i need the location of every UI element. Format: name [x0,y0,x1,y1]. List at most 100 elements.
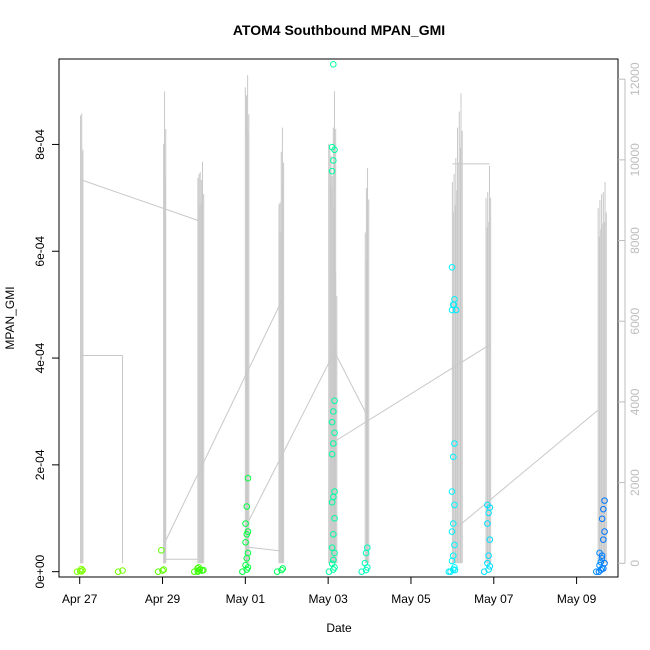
data-point [330,408,337,415]
data-point [358,568,366,575]
data-point [330,556,337,564]
data-point [330,440,337,447]
data-point [331,397,338,405]
data-point [273,568,281,575]
x-tick-label: May 09 [557,592,597,606]
data-point [242,538,249,546]
data-point [331,429,338,437]
data-point [328,418,336,426]
data-point [451,564,458,571]
secondary-connector [164,300,283,544]
y-axis-label: MPAN_GMI [3,286,17,349]
data-point [601,497,608,504]
data-point [244,528,252,535]
x-tick-label: May 07 [474,592,514,606]
data-point [447,568,454,575]
data-point [452,306,460,314]
data-point [328,450,336,458]
data-point [328,560,336,567]
data-point [451,440,458,447]
data-point [328,143,336,151]
x-tick-label: May 05 [391,592,431,606]
data-point [448,488,456,495]
data-point [451,566,459,574]
data-point [331,488,338,495]
data-point [160,566,168,573]
y-tick-label: 2e-04 [33,449,47,480]
data-point [361,559,369,567]
y-tick-label: 6e-04 [33,236,47,267]
data-point [242,520,249,527]
y2-tick-label: 0 [628,560,642,567]
data-point [600,536,607,543]
data-point [450,301,458,308]
y2-tick-label: 12000 [628,62,642,96]
data-point [78,568,85,575]
data-point [600,505,607,513]
data-point [484,559,491,567]
data-point [278,566,285,574]
data-point [449,520,457,527]
data-point [119,567,126,574]
y-axis-right: 0 2000 4000 6000 8000 10000 12000 [618,62,642,567]
x-tick-label: Apr 29 [145,592,181,606]
x-tick-label: May 01 [226,592,266,606]
data-point [595,568,603,575]
data-point [486,536,494,543]
data-point [601,559,608,567]
y-tick-label: 8e-04 [33,129,47,160]
secondary-connector [81,179,199,221]
data-point [451,541,458,549]
data-point [598,515,606,523]
data-point [279,565,287,572]
y-tick-label: 4e-04 [33,342,47,373]
chart-title: ATOM4 Southbound MPAN_GMI [233,22,445,38]
x-axis-label: Date [326,621,352,635]
data-point [485,552,492,559]
y2-tick-label: 2000 [628,469,642,496]
data-point [597,558,605,566]
data-point [114,568,122,575]
data-point [364,544,371,551]
x-axis: Apr 27 Apr 29 May 01 May 03 May 05 May 07 May … [62,576,597,606]
data-point [451,501,458,509]
data-point [330,61,337,68]
y-tick-label: 0e+00 [33,554,47,588]
data-point [159,567,166,574]
data-point [484,501,491,509]
secondary-series [80,75,607,564]
secondary-connector [457,409,599,528]
secondary-connector [247,546,283,552]
data-point [154,568,162,575]
data-point [485,566,492,573]
data-point [448,528,456,535]
data-point [601,528,608,535]
y2-tick-label: 6000 [628,308,642,335]
data-point [244,474,252,482]
data-point [158,546,165,554]
data-point [593,568,600,575]
data-point [328,167,336,175]
secondary-connector [333,345,489,443]
data-point [484,520,491,527]
data-point [331,514,338,522]
y-axis-left: 0e+00 2e-04 4e-04 6e-04 8e-04 [33,129,60,589]
secondary-connector [332,349,367,415]
data-point [330,530,337,538]
y2-tick-label: 4000 [628,388,642,415]
data-point [330,157,337,164]
data-point [200,566,207,574]
data-point [598,552,606,559]
point-series [73,61,608,575]
data-point [328,544,336,551]
data-point [449,552,457,559]
data-point [243,503,251,510]
secondary-connector [247,349,337,524]
y2-tick-label: 8000 [628,227,642,254]
data-point [448,263,456,271]
y2-tick-label: 10000 [628,143,642,177]
x-tick-label: Apr 27 [62,592,98,606]
